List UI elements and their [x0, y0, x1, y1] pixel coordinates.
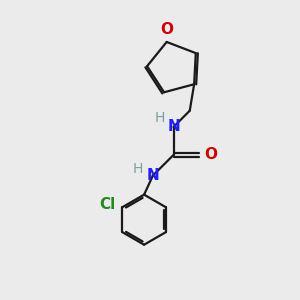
Text: Cl: Cl — [100, 197, 116, 212]
Text: H: H — [155, 111, 166, 125]
Text: H: H — [133, 162, 143, 176]
Text: N: N — [167, 119, 180, 134]
Text: O: O — [204, 147, 217, 162]
Text: N: N — [147, 168, 159, 183]
Text: O: O — [160, 22, 173, 37]
